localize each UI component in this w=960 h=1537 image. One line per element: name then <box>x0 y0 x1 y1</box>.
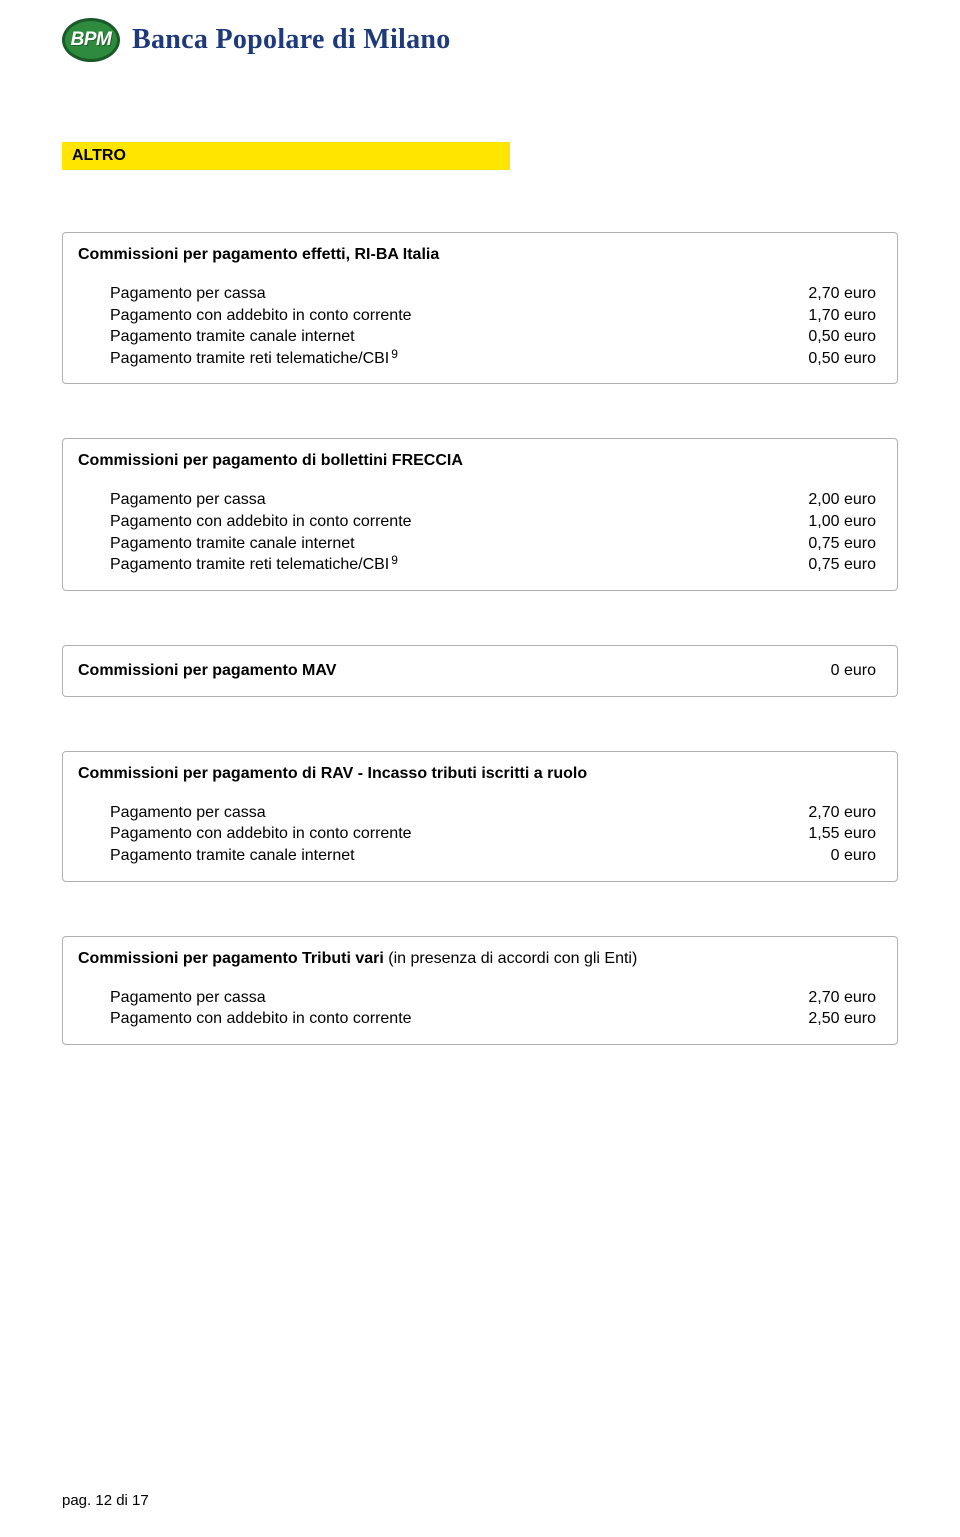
row-value: 2,70 euro <box>808 987 882 1009</box>
box-freccia: Commissioni per pagamento di bollettini … <box>62 438 898 590</box>
footnote-marker: 9 <box>389 347 398 361</box>
row-label: Pagamento tramite canale internet <box>110 845 831 867</box>
table-row: Pagamento tramite canale internet 0 euro <box>78 845 882 867</box>
box-tributi-title-normal: (in presenza di accordi con gli Enti) <box>388 950 637 967</box>
table-row: Pagamento con addebito in conto corrente… <box>78 1008 882 1030</box>
section-tag: ALTRO <box>62 142 510 170</box>
table-row: Pagamento con addebito in conto corrente… <box>78 823 882 845</box>
header: BPM Banca Popolare di Milano <box>62 18 898 62</box>
table-row: Pagamento per cassa 2,70 euro <box>78 802 882 824</box>
box-freccia-title: Commissioni per pagamento di bollettini … <box>78 451 882 471</box>
row-value: 0,50 euro <box>808 326 882 348</box>
row-value: 0,75 euro <box>808 554 882 576</box>
table-row: Pagamento per cassa 2,00 euro <box>78 489 882 511</box>
row-label: Pagamento tramite canale internet <box>110 326 808 348</box>
row-value: 2,00 euro <box>808 489 882 511</box>
box-tributi: Commissioni per pagamento Tributi vari (… <box>62 936 898 1045</box>
table-row: Pagamento tramite canale internet 0,50 e… <box>78 326 882 348</box>
row-label: Pagamento con addebito in conto corrente <box>110 305 808 327</box>
table-row: Pagamento per cassa 2,70 euro <box>78 987 882 1009</box>
row-value: 1,70 euro <box>808 305 882 327</box>
table-row: Pagamento con addebito in conto corrente… <box>78 511 882 533</box>
row-label: Pagamento tramite reti telematiche/CBI9 <box>110 554 808 576</box>
row-label: Pagamento per cassa <box>110 283 808 305</box>
row-value: 0,50 euro <box>808 348 882 370</box>
bpm-logo-icon: BPM <box>62 18 120 62</box>
box-mav: Commissioni per pagamento MAV 0 euro <box>62 645 898 697</box>
row-value: 1,55 euro <box>808 823 882 845</box>
page-footer: pag. 12 di 17 <box>62 1492 149 1509</box>
row-label: Pagamento tramite canale internet <box>110 533 808 555</box>
box-riba-title: Commissioni per pagamento effetti, RI-BA… <box>78 245 882 265</box>
box-tributi-title-bold: Commissioni per pagamento Tributi vari <box>78 950 388 967</box>
footnote-marker: 9 <box>389 553 398 567</box>
box-mav-title: Commissioni per pagamento MAV <box>78 662 336 680</box>
page: BPM Banca Popolare di Milano ALTRO Commi… <box>0 0 960 1537</box>
row-label: Pagamento per cassa <box>110 802 808 824</box>
row-label-text: Pagamento tramite reti telematiche/CBI <box>110 350 389 367</box>
row-value: 2,70 euro <box>808 802 882 824</box>
row-label: Pagamento per cassa <box>110 489 808 511</box>
table-row: Pagamento tramite reti telematiche/CBI9 … <box>78 554 882 576</box>
box-tributi-title: Commissioni per pagamento Tributi vari (… <box>78 949 882 969</box>
table-row: Pagamento con addebito in conto corrente… <box>78 305 882 327</box>
row-value: 2,70 euro <box>808 283 882 305</box>
row-value: 0,75 euro <box>808 533 882 555</box>
row-label: Pagamento con addebito in conto corrente <box>110 823 808 845</box>
row-value: 1,00 euro <box>808 511 882 533</box>
row-label-text: Pagamento tramite reti telematiche/CBI <box>110 556 389 573</box>
box-riba: Commissioni per pagamento effetti, RI-BA… <box>62 232 898 384</box>
box-rav: Commissioni per pagamento di RAV - Incas… <box>62 751 898 882</box>
row-label: Pagamento con addebito in conto corrente <box>110 511 808 533</box>
row-label: Pagamento tramite reti telematiche/CBI9 <box>110 348 808 370</box>
row-label: Pagamento per cassa <box>110 987 808 1009</box>
mav-row: Commissioni per pagamento MAV 0 euro <box>78 662 882 680</box>
bank-name: Banca Popolare di Milano <box>132 24 451 56</box>
logo-text: BPM <box>71 29 112 51</box>
table-row: Pagamento tramite canale internet 0,75 e… <box>78 533 882 555</box>
box-rav-title: Commissioni per pagamento di RAV - Incas… <box>78 764 882 784</box>
box-mav-value: 0 euro <box>831 662 882 680</box>
row-value: 0 euro <box>831 845 882 867</box>
table-row: Pagamento tramite reti telematiche/CBI9 … <box>78 348 882 370</box>
table-row: Pagamento per cassa 2,70 euro <box>78 283 882 305</box>
row-label: Pagamento con addebito in conto corrente <box>110 1008 808 1030</box>
row-value: 2,50 euro <box>808 1008 882 1030</box>
